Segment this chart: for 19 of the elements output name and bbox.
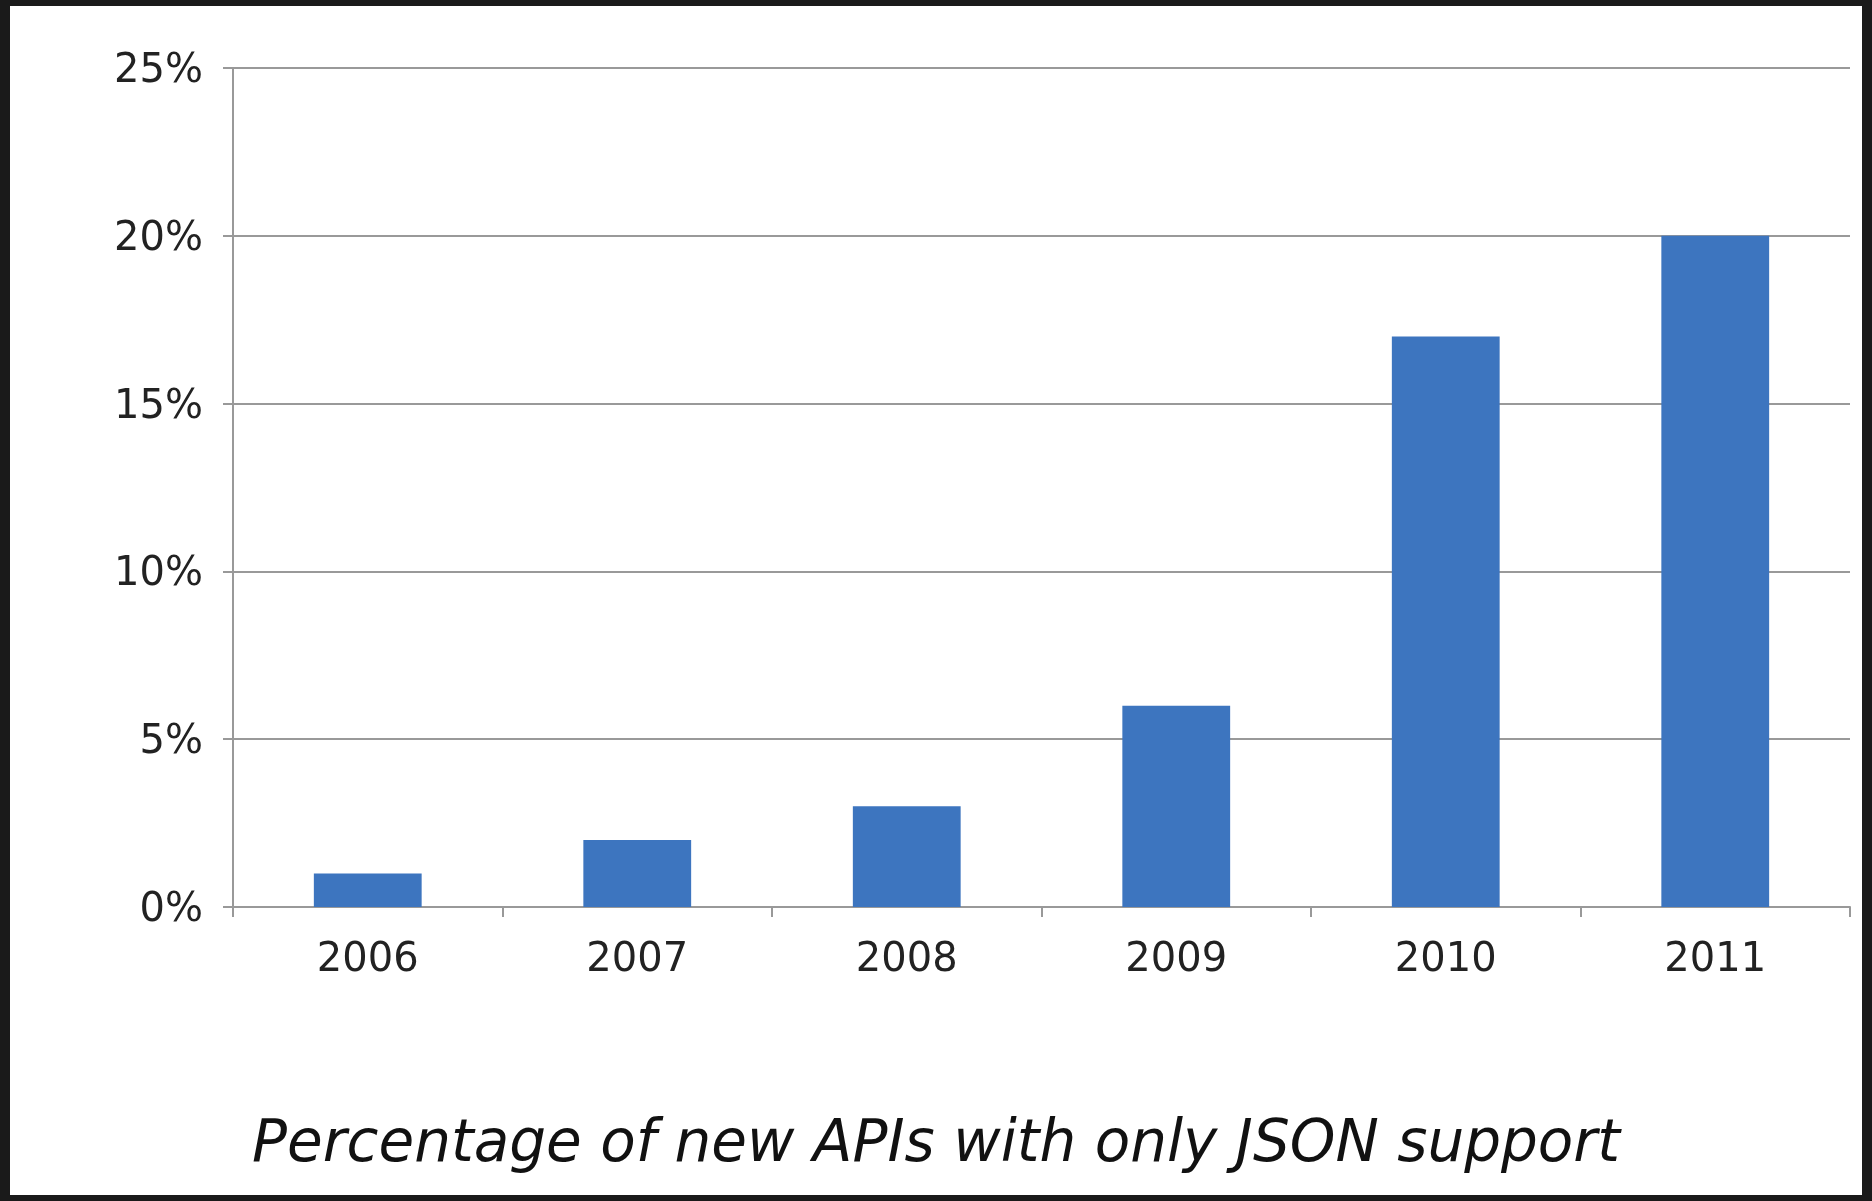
x-tick-label: 2008 [855,934,958,980]
x-tick-label: 2007 [586,934,689,980]
y-tick-label: 15% [114,380,203,427]
bar [1391,336,1500,907]
y-tick-label: 0% [139,884,203,930]
x-tick-label: 2011 [1664,934,1767,980]
bar [852,806,961,907]
x-tick-label: 2009 [1125,934,1228,980]
bar [1122,705,1231,907]
bar [583,839,692,907]
x-tick-label: 2006 [316,934,419,980]
y-tick-label: 5% [139,716,203,763]
y-tick-label: 25% [114,45,203,91]
text: Percentage of new APIs with only JSON support [252,1107,1623,1175]
bar [313,873,422,907]
y-tick-label: 20% [114,212,203,259]
x-tick-label: 2010 [1394,934,1497,980]
y-tick-label: 10% [114,548,203,595]
bar [1661,235,1770,907]
